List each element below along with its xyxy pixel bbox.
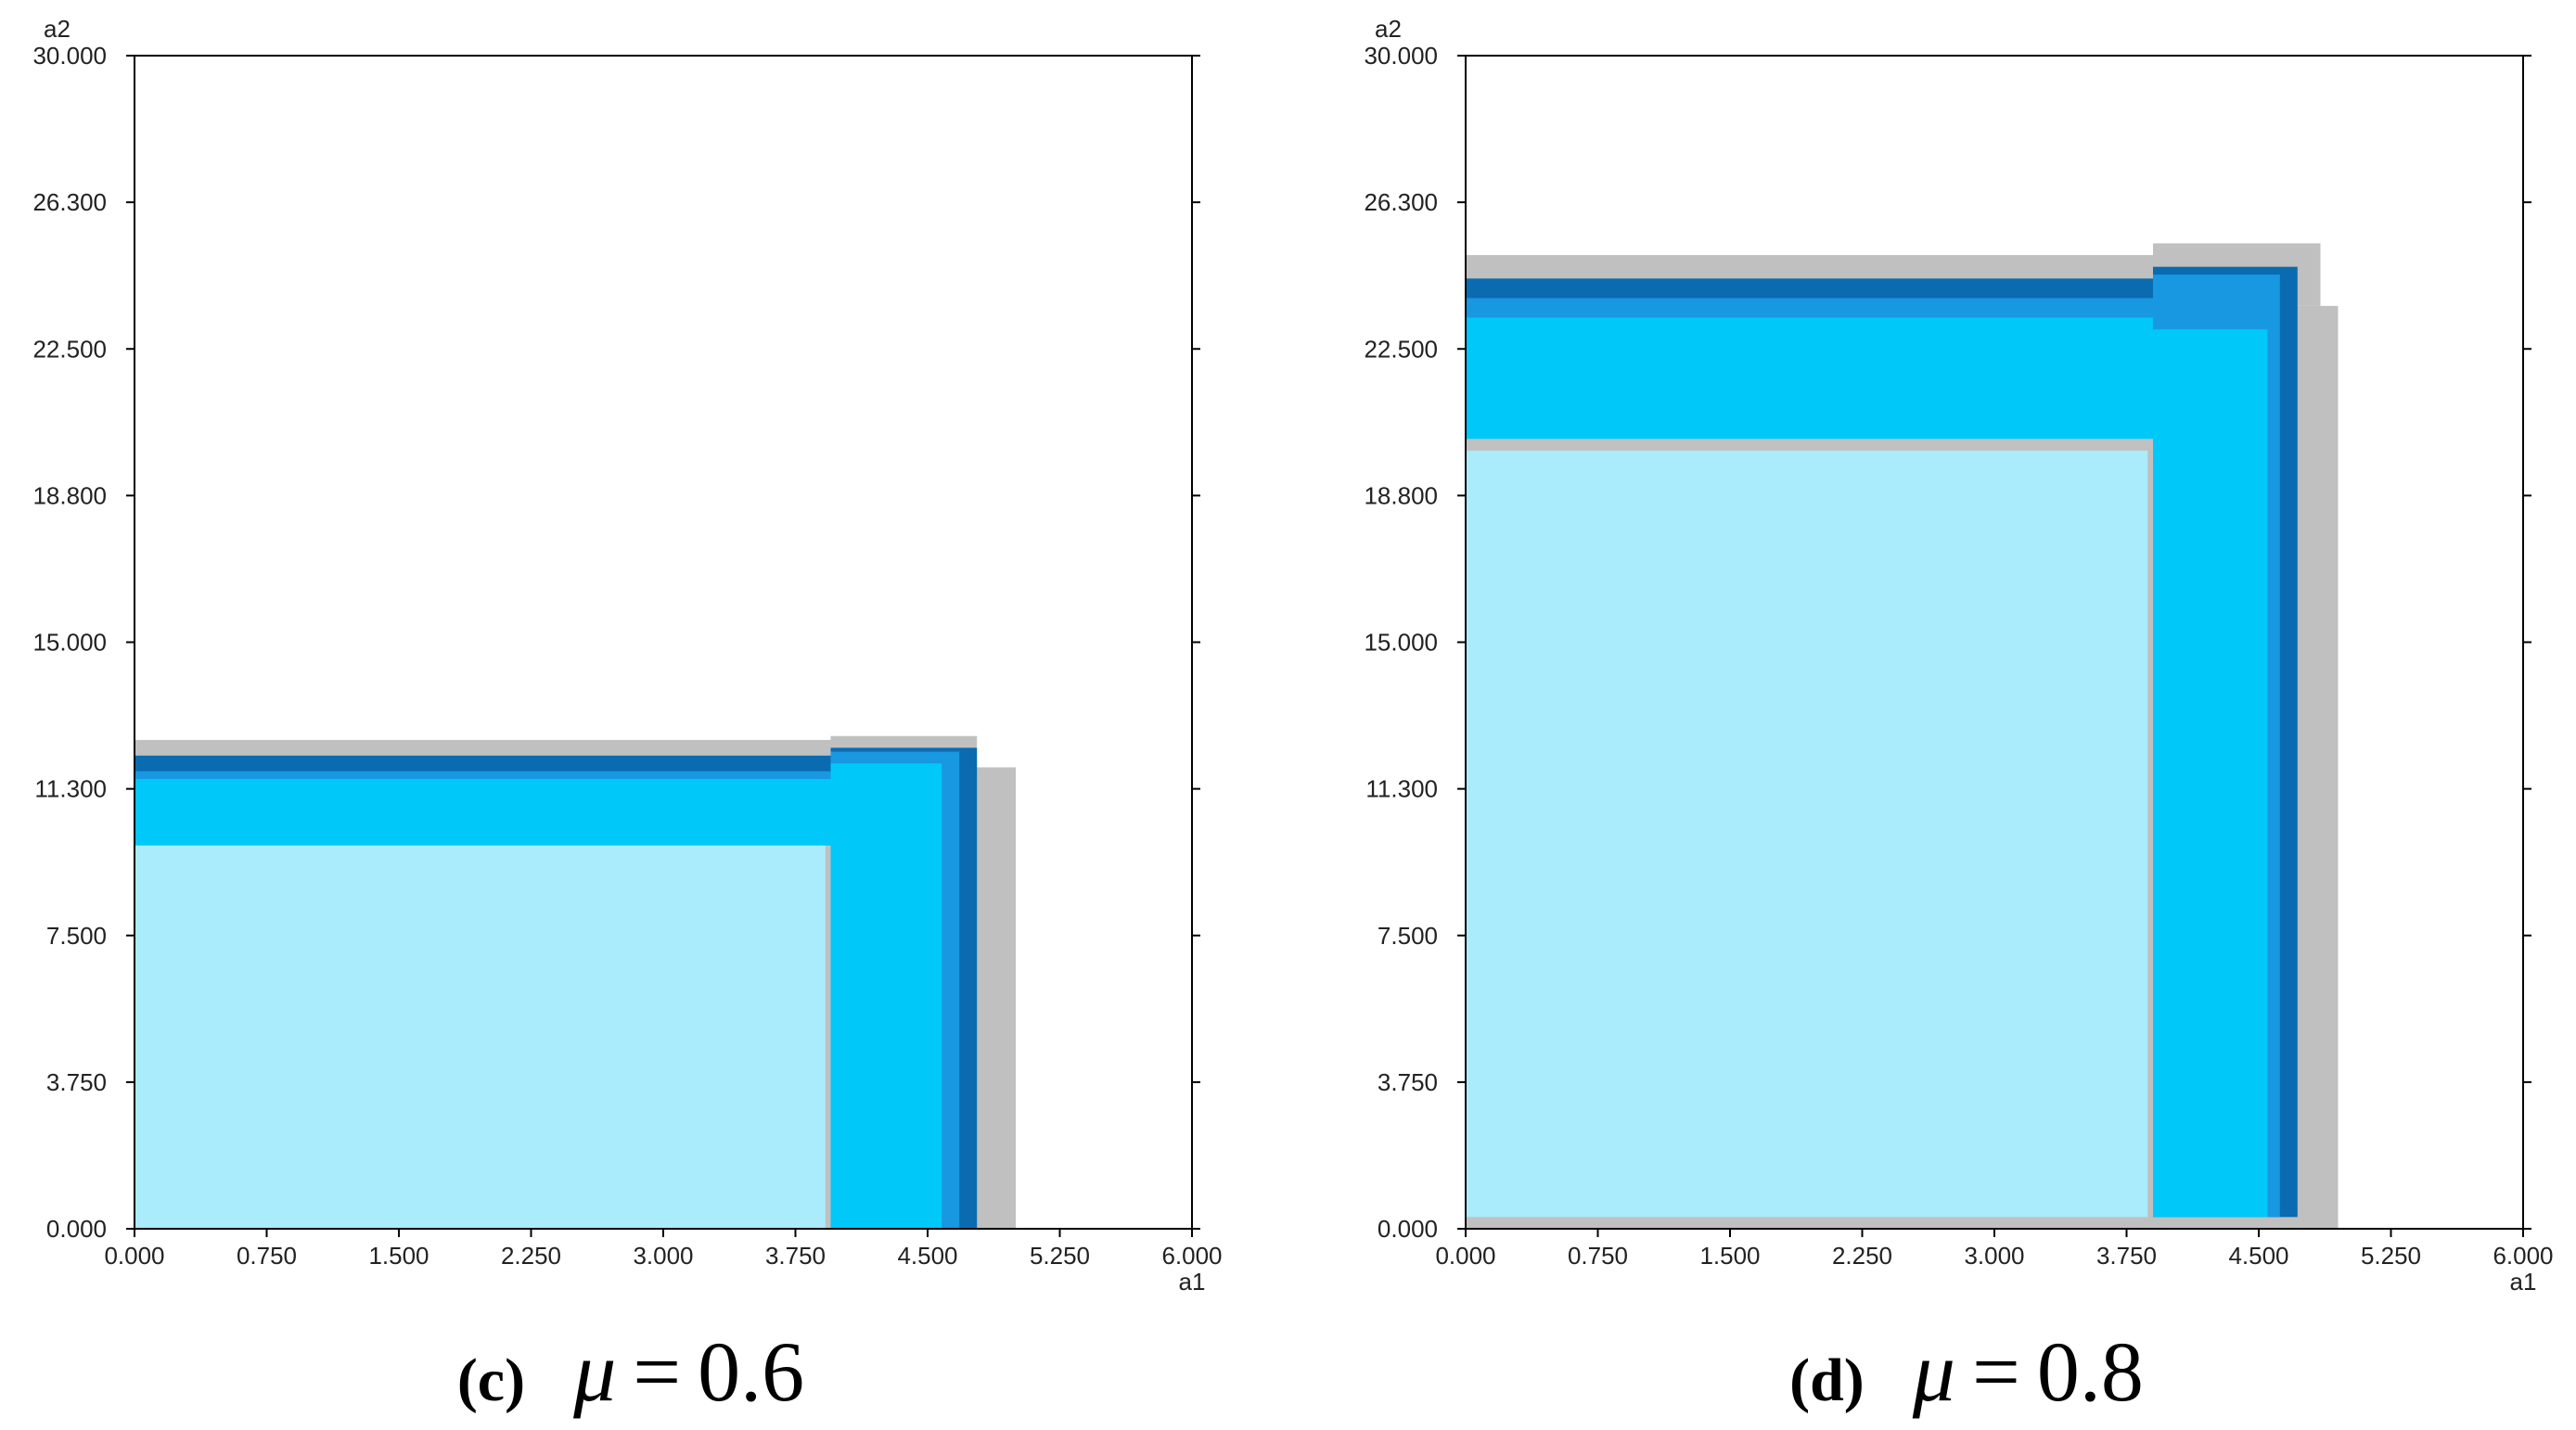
x-tick-label: 3.750 — [765, 1242, 826, 1270]
region-cyan-right — [830, 763, 942, 1229]
y-tick-label: 7.500 — [46, 922, 107, 950]
x-tick-label: 3.750 — [2096, 1242, 2157, 1270]
x-tick-label: 3.000 — [1964, 1242, 2024, 1270]
x-tick-label: 0.000 — [1435, 1242, 1495, 1270]
y-tick-label: 26.300 — [1364, 188, 1438, 216]
x-tick-label: 0.750 — [1568, 1242, 1628, 1270]
axis-ticks — [1457, 55, 2531, 1237]
y-tick-label: 0.000 — [46, 1215, 107, 1243]
y-tick-labels: 0.000 3.750 7.500 11.300 15.000 18.800 22.500 2… — [32, 42, 107, 1243]
y-tick-label: 18.800 — [32, 481, 107, 509]
x-tick-label: 6.000 — [1161, 1242, 1222, 1270]
y-tick-label: 22.500 — [1364, 335, 1438, 363]
y-tick-labels: 0.000 3.750 7.500 11.300 15.000 18.800 22.500 2… — [1364, 42, 1438, 1243]
y-tick-label: 18.800 — [1364, 481, 1438, 509]
x-tick-label: 2.250 — [1832, 1242, 1892, 1270]
caption-panel-label: (d) — [1789, 1347, 1865, 1414]
region-cyan-top — [1466, 317, 2153, 440]
y-tick-label: 7.500 — [1378, 922, 1438, 950]
x-tick-label: 0.750 — [237, 1242, 297, 1270]
caption-equals-sign: = — [633, 1324, 681, 1419]
y-tick-label: 15.000 — [32, 629, 107, 657]
panel-caption: (d) μ = 0.8 — [1789, 1324, 2144, 1419]
y-tick-label: 3.750 — [46, 1068, 107, 1096]
plot-regions — [1466, 243, 2339, 1229]
y-axis-label: a2 — [1375, 15, 1402, 43]
panel-c: 0.000 0.750 1.500 2.250 3.000 3.750 4.500 5.250… — [32, 15, 1222, 1419]
y-tick-label: 11.300 — [34, 775, 107, 803]
caption-mu-symbol: μ — [1912, 1324, 1955, 1419]
plot-regions — [135, 735, 1016, 1229]
caption-mu-value: 0.6 — [698, 1324, 804, 1419]
region-cyan-top — [135, 779, 831, 846]
panel-d: 0.000 0.750 1.500 2.250 3.000 3.750 4.500 5.250… — [1364, 15, 2553, 1419]
y-tick-label: 30.000 — [1364, 42, 1438, 70]
region-light-blue-core — [1466, 450, 2148, 1218]
region-light-blue-core — [135, 845, 826, 1229]
x-tick-labels: 0.000 0.750 1.500 2.250 3.000 3.750 4.500 5.250… — [104, 1242, 1222, 1270]
x-axis-label: a1 — [2510, 1268, 2537, 1296]
y-tick-label: 15.000 — [1364, 629, 1438, 657]
x-axis-label: a1 — [1179, 1268, 1206, 1296]
caption-equals-sign: = — [1972, 1324, 2020, 1419]
y-tick-label: 0.000 — [1378, 1215, 1438, 1243]
x-tick-label: 4.500 — [897, 1242, 957, 1270]
x-tick-label: 1.500 — [368, 1242, 429, 1270]
x-tick-labels: 0.000 0.750 1.500 2.250 3.000 3.750 4.500 5.250… — [1435, 1242, 2553, 1270]
y-tick-label: 26.300 — [32, 188, 107, 216]
x-tick-label: 6.000 — [2493, 1242, 2553, 1270]
axis-ticks — [126, 55, 1200, 1237]
panel-caption: (c) μ = 0.6 — [457, 1324, 804, 1419]
caption-mu-value: 0.8 — [2037, 1324, 2144, 1419]
x-tick-label: 3.000 — [633, 1242, 693, 1270]
y-axis-label: a2 — [44, 15, 70, 43]
x-tick-label: 1.500 — [1699, 1242, 1760, 1270]
x-tick-label: 5.250 — [1030, 1242, 1090, 1270]
caption-mu-symbol: μ — [572, 1324, 616, 1419]
x-tick-label: 5.250 — [2361, 1242, 2421, 1270]
x-tick-label: 2.250 — [501, 1242, 561, 1270]
region-cyan-right — [2153, 329, 2268, 1218]
caption-panel-label: (c) — [457, 1347, 525, 1414]
x-tick-label: 0.000 — [104, 1242, 164, 1270]
y-tick-label: 11.300 — [1365, 775, 1438, 803]
x-tick-label: 4.500 — [2228, 1242, 2288, 1270]
y-tick-label: 3.750 — [1378, 1068, 1438, 1096]
y-tick-label: 30.000 — [32, 42, 107, 70]
y-tick-label: 22.500 — [32, 335, 107, 363]
